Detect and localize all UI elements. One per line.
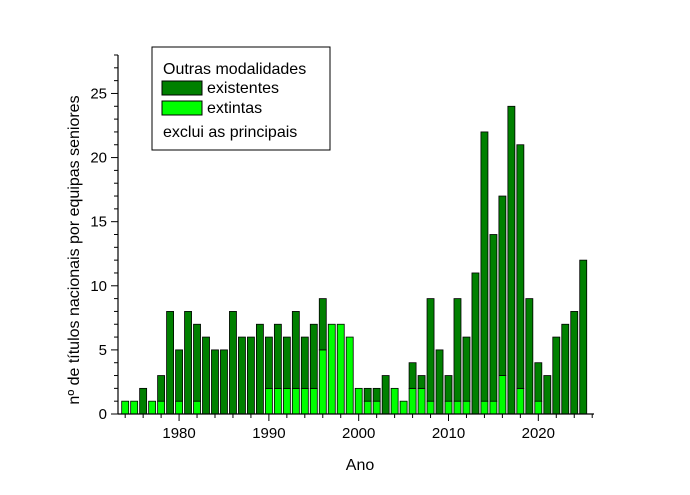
bar-extintas-2014 xyxy=(480,400,489,415)
bar-extintas-1996 xyxy=(318,349,327,415)
bar-existentes-1995 xyxy=(309,323,318,389)
bar-extintas-2016 xyxy=(498,375,507,415)
x-tick-label: 2020 xyxy=(522,425,555,442)
bar-existentes-1982 xyxy=(193,323,201,402)
bar-existentes-1994 xyxy=(300,336,309,389)
bar-existentes-1986 xyxy=(229,311,237,415)
bar-existentes-1979 xyxy=(166,311,174,415)
bars-group xyxy=(121,105,588,415)
bar-existentes-2025 xyxy=(579,259,588,415)
bar-existentes-1989 xyxy=(255,323,264,415)
bar-existentes-1978 xyxy=(157,375,166,402)
bar-extintas-1991 xyxy=(273,387,282,415)
legend-note: exclui as principais xyxy=(163,124,297,141)
bar-extintas-1974 xyxy=(121,400,130,415)
bar-existentes-1992 xyxy=(282,336,291,389)
bar-extintas-1993 xyxy=(291,387,300,415)
bar-existentes-2001 xyxy=(363,387,372,402)
x-tick-label: 1990 xyxy=(252,425,285,442)
y-tick-label: 10 xyxy=(90,278,107,295)
y-tick-label: 0 xyxy=(99,406,107,423)
bar-extintas-1982 xyxy=(193,400,201,415)
bar-existentes-2002 xyxy=(372,387,381,402)
bar-existentes-1988 xyxy=(247,336,255,415)
bar-extintas-1980 xyxy=(175,400,183,415)
bar-existentes-1985 xyxy=(220,349,228,415)
legend-title: Outras modalidades xyxy=(163,61,306,78)
bar-existentes-2003 xyxy=(381,375,390,415)
bar-existentes-2018 xyxy=(516,144,525,389)
bar-existentes-1981 xyxy=(184,311,192,415)
bar-existentes-1976 xyxy=(139,387,148,415)
bar-extintas-1992 xyxy=(282,387,291,415)
bar-existentes-1987 xyxy=(238,336,246,415)
bar-extintas-2008 xyxy=(426,400,435,415)
legend-label-existentes: existentes xyxy=(207,80,279,97)
bar-extintas-2002 xyxy=(372,400,381,415)
bar-existentes-2019 xyxy=(525,298,534,415)
bar-extintas-1975 xyxy=(130,400,139,415)
bar-extintas-1994 xyxy=(300,387,309,415)
bar-existentes-2009 xyxy=(435,349,444,415)
bar-extintas-2004 xyxy=(390,387,399,415)
bar-existentes-2013 xyxy=(471,272,480,415)
bar-existentes-2008 xyxy=(426,298,435,402)
bar-existentes-1980 xyxy=(175,349,183,402)
bar-existentes-2024 xyxy=(570,311,579,415)
y-tick-label: 25 xyxy=(90,85,107,102)
bar-extintas-2015 xyxy=(489,400,498,415)
bar-existentes-2021 xyxy=(543,375,552,415)
bar-existentes-1983 xyxy=(202,336,210,415)
legend-swatch-existentes xyxy=(161,80,203,96)
bar-existentes-2022 xyxy=(552,336,561,415)
bar-existentes-2015 xyxy=(489,234,498,402)
bar-existentes-1993 xyxy=(291,311,300,389)
bar-extintas-1997 xyxy=(327,323,336,415)
bar-extintas-1998 xyxy=(336,323,345,415)
y-axis-label: nº de títulos nacionais por equipas seni… xyxy=(66,95,83,404)
bar-extintas-2005 xyxy=(399,400,408,415)
x-axis-label: Ano xyxy=(346,457,375,474)
y-tick-label: 5 xyxy=(99,342,107,359)
bar-existentes-2014 xyxy=(480,131,489,402)
bar-existentes-1991 xyxy=(273,323,282,389)
bar-existentes-2010 xyxy=(444,375,453,402)
legend-swatch-extintas xyxy=(161,100,203,116)
bar-existentes-2023 xyxy=(561,323,570,415)
bar-extintas-2007 xyxy=(417,387,426,415)
bar-extintas-1977 xyxy=(148,400,157,415)
bar-existentes-2011 xyxy=(453,298,462,402)
bar-existentes-2006 xyxy=(408,362,417,389)
legend-box xyxy=(151,46,331,151)
bar-extintas-2001 xyxy=(363,400,372,415)
bar-extintas-2020 xyxy=(534,400,543,415)
bar-extintas-2010 xyxy=(444,400,453,415)
x-tick-label: 1980 xyxy=(162,425,195,442)
bar-existentes-2012 xyxy=(462,336,471,402)
bar-extintas-2012 xyxy=(462,400,471,415)
bar-extintas-2000 xyxy=(354,387,363,415)
bar-existentes-2017 xyxy=(507,105,516,415)
bar-existentes-1996 xyxy=(318,298,327,351)
x-tick-label: 2000 xyxy=(342,425,375,442)
y-tick-label: 20 xyxy=(90,150,107,167)
bar-extintas-1978 xyxy=(157,400,166,415)
y-tick-label: 15 xyxy=(90,214,107,231)
bar-extintas-1995 xyxy=(309,387,318,415)
x-tick-label: 2010 xyxy=(432,425,465,442)
bar-extintas-2018 xyxy=(516,387,525,415)
axes-group: 0 5 10 15 20 25 1980 1990 2000 2010 2020 xyxy=(90,54,594,442)
bar-extintas-1990 xyxy=(264,387,273,415)
legend-label-extintas: extintas xyxy=(207,100,262,117)
legend: Outras modalidades existentes extintas e… xyxy=(151,46,331,151)
bar-existentes-1984 xyxy=(211,349,219,415)
bar-extintas-2011 xyxy=(453,400,462,415)
bar-existentes-2016 xyxy=(498,195,507,376)
bar-extintas-2006 xyxy=(408,387,417,415)
bar-existentes-1990 xyxy=(264,336,273,389)
bar-existentes-2007 xyxy=(417,375,426,389)
bar-existentes-2020 xyxy=(534,362,543,402)
bar-extintas-1999 xyxy=(345,336,354,415)
